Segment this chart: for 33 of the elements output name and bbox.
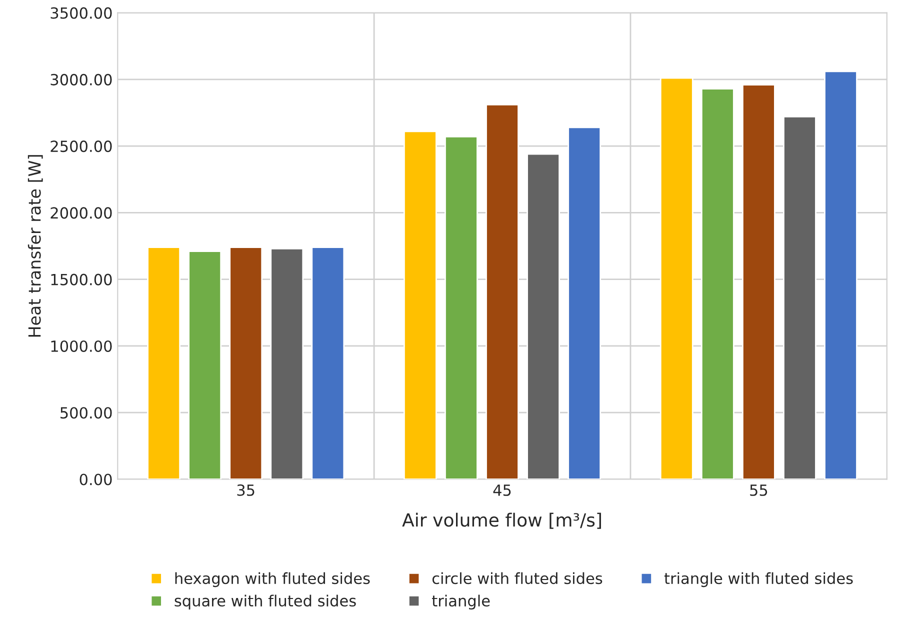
bar <box>824 70 858 480</box>
bar <box>444 136 478 480</box>
bar <box>229 246 263 480</box>
x-tick-label: 55 <box>750 484 768 496</box>
bar <box>526 153 560 480</box>
bar <box>270 248 304 480</box>
y-tick-label: 3500.00 <box>50 7 112 19</box>
bar <box>486 104 519 480</box>
bar <box>660 77 694 480</box>
bar <box>742 84 776 480</box>
y-tick-label: 1000.00 <box>51 340 112 352</box>
legend-label: circle with fluted sides <box>432 572 602 584</box>
bar <box>700 88 734 480</box>
bar <box>147 246 180 480</box>
legend-label: hexagon with fluted sides <box>175 572 370 588</box>
y-tick-label: 2000.00 <box>50 207 112 219</box>
x-tick-label: 35 <box>237 484 254 496</box>
y-tick-label: 2500.00 <box>50 140 112 152</box>
y-tick-label: 0.00 <box>80 474 112 486</box>
bar <box>188 250 222 480</box>
bar <box>783 116 816 480</box>
legend-label: triangle with fluted sides <box>664 572 853 588</box>
bar <box>311 246 345 480</box>
legend-label: triangle <box>432 594 490 610</box>
x-tick-label: 45 <box>493 484 511 496</box>
bar <box>568 126 602 480</box>
y-tick-label: 500.00 <box>60 407 112 419</box>
x-axis-title: Air volume flow [m³/s] <box>402 512 601 529</box>
y-tick-label: 3000.00 <box>50 74 112 86</box>
legend-label: square with fluted sides <box>174 594 356 610</box>
y-axis-title: Heat transfer rate [W] <box>28 155 43 337</box>
bar <box>404 130 437 480</box>
y-tick-label: 1500.00 <box>51 274 112 286</box>
